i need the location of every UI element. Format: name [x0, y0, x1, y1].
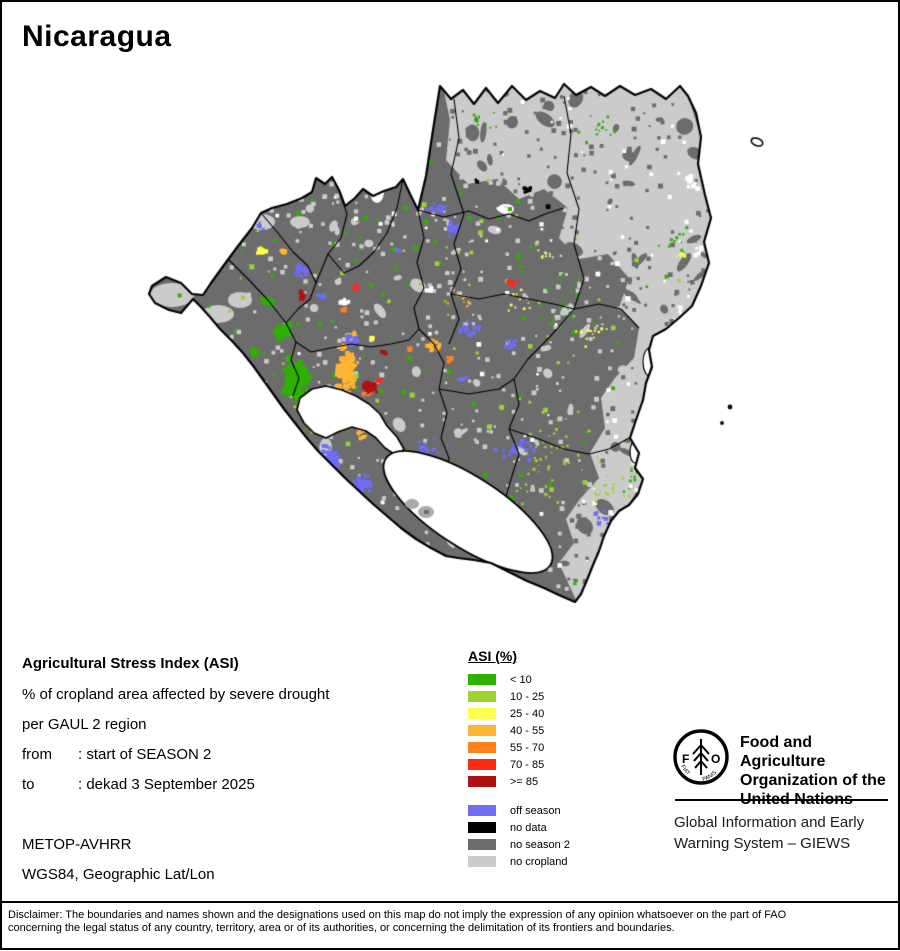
wheat-icon [692, 739, 710, 775]
legend-swatch [468, 776, 496, 787]
legend-row: 40 - 55 [468, 722, 668, 739]
legend-row: 25 - 40 [468, 705, 668, 722]
legend-label: 55 - 70 [510, 741, 545, 754]
from-label: from [22, 746, 52, 763]
asi-map-canvas [140, 78, 780, 610]
legend-label: 25 - 40 [510, 707, 545, 720]
legend-row: 10 - 25 [468, 688, 668, 705]
legend-row: no data [468, 819, 668, 836]
to-label: to [22, 776, 35, 793]
legend-label: 70 - 85 [510, 758, 545, 771]
legend-row: no cropland [468, 853, 668, 870]
to-value: : dekad 3 September 2025 [78, 776, 255, 793]
legend-row: 70 - 85 [468, 756, 668, 773]
disclaimer-line1: Disclaimer: The boundaries and names sho… [8, 909, 787, 921]
legend-swatch [468, 805, 496, 816]
disclaimer: Disclaimer: The boundaries and names sho… [2, 901, 898, 951]
legend-label: no cropland [510, 855, 568, 868]
fao-letter-o: O [711, 752, 720, 766]
legend-row: off season [468, 802, 668, 819]
legend-swatch [468, 856, 496, 867]
disclaimer-line2: concerning the legal status of any count… [8, 922, 675, 934]
legend-label: 40 - 55 [510, 724, 545, 737]
fao-org-line2: Organization of the [740, 772, 886, 789]
legend-row: 55 - 70 [468, 739, 668, 756]
map-caption-line1: % of cropland area affected by severe dr… [22, 686, 330, 703]
map-caption-line2: per GAUL 2 region [22, 716, 147, 733]
sensor-label: METOP-AVHRR [22, 836, 132, 853]
legend-swatch [468, 759, 496, 770]
legend-swatch [468, 674, 496, 685]
legend-swatch [468, 725, 496, 736]
fao-divider [675, 799, 888, 801]
map-caption-from: from : start of SEASON 2 [22, 746, 211, 763]
legend-other-rows: off season no data no season 2 no cropland [468, 802, 668, 870]
giews-line2: Warning System – GIEWS [674, 835, 851, 852]
fao-motto-left-text: FIAT [679, 764, 691, 777]
projection-label: WGS84, Geographic Lat/Lon [22, 866, 215, 883]
legend-swatch [468, 839, 496, 850]
legend-label: no data [510, 821, 547, 834]
fao-logo: F O FIAT PANIS [673, 729, 729, 785]
fao-org-line1: Food and Agriculture [740, 734, 826, 770]
legend-title: ASI (%) [468, 648, 517, 664]
page-title: Nicaragua [22, 20, 172, 53]
legend-row: >= 85 [468, 773, 668, 790]
legend-label: < 10 [510, 673, 532, 686]
fao-motto-left: FIAT [679, 764, 691, 777]
giews-label: Global Information and Early Warning Sys… [674, 812, 864, 854]
legend-swatch [468, 742, 496, 753]
fao-org-name: Food and Agriculture Organization of the… [740, 733, 900, 809]
legend-label: no season 2 [510, 838, 570, 851]
legend-swatch [468, 708, 496, 719]
legend-row: < 10 [468, 671, 668, 688]
map-caption-heading: Agricultural Stress Index (ASI) [22, 655, 239, 672]
map-caption-to: to : dekad 3 September 2025 [22, 776, 255, 793]
legend-row: no season 2 [468, 836, 668, 853]
giews-line1: Global Information and Early [674, 814, 865, 831]
legend-asi-rows: < 10 10 - 25 25 - 40 40 - 55 55 - 70 70 - 85 >… [468, 671, 668, 790]
legend-label: >= 85 [510, 775, 539, 788]
fao-letter-f: F [682, 752, 689, 766]
legend-label: off season [510, 804, 561, 817]
legend-swatch [468, 822, 496, 833]
legend-label: 10 - 25 [510, 690, 545, 703]
legend-swatch [468, 691, 496, 702]
from-value: : start of SEASON 2 [78, 746, 212, 763]
